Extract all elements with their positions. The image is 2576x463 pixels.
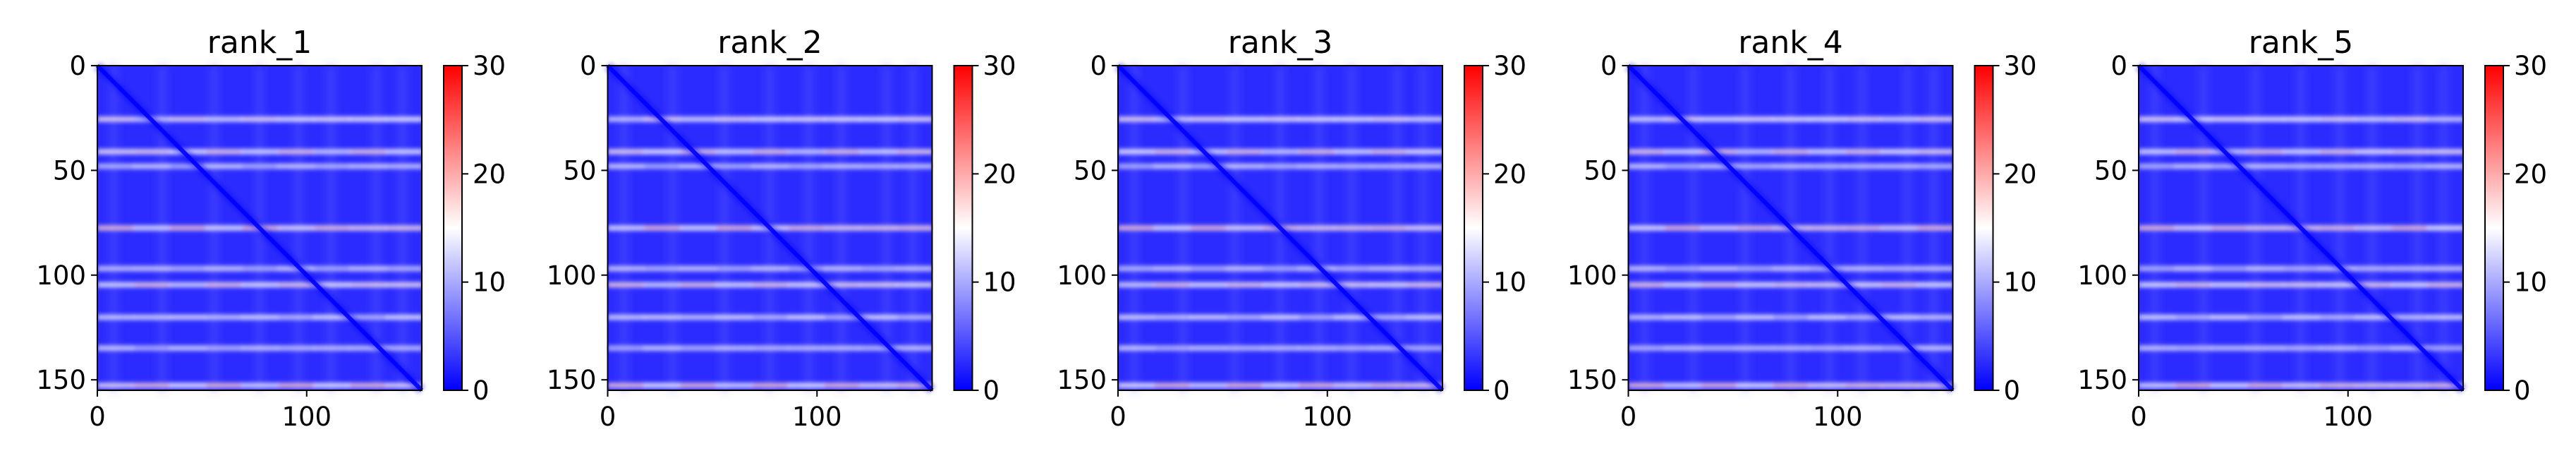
x-tick-label: 0	[600, 402, 616, 432]
colorbar-tick-label: 10	[983, 267, 1016, 298]
y-tick-label: 100	[1567, 260, 1617, 291]
colorbar-tick-label: 10	[1493, 267, 1526, 298]
x-tick-label: 0	[89, 402, 106, 432]
colorbar: 0 10 20 30	[953, 51, 1016, 406]
axes-frame	[97, 65, 423, 391]
colorbar-tick-label: 30	[1493, 51, 1526, 81]
heatmap	[604, 62, 936, 394]
colorbar: 0 10 20 30	[1464, 51, 1526, 406]
axes-frame	[607, 65, 933, 391]
panel-title: rank_3	[1228, 25, 1332, 61]
colorbar: 0 10 20 30	[443, 51, 506, 406]
colorbar-tick-label: 30	[2004, 51, 2037, 81]
y-tick-label: 50	[2094, 155, 2127, 186]
y-tick-label: 150	[547, 365, 597, 395]
colorbar-tick-label: 10	[473, 267, 506, 298]
colorbar-tick-label: 30	[983, 51, 1016, 81]
panel-title: rank_5	[2249, 25, 2353, 61]
x-tick-label: 0	[1620, 402, 1637, 432]
colorbar-tick-label: 20	[2514, 159, 2547, 189]
axes-frame	[1117, 65, 1443, 391]
y-tick-label: 100	[2077, 260, 2127, 291]
y-tick-label: 0	[1600, 51, 1617, 81]
heatmap	[94, 62, 425, 394]
axes-frame	[1627, 65, 1954, 391]
y-tick-label: 150	[36, 365, 86, 395]
y-tick-label: 50	[563, 155, 596, 186]
colorbar-tick-label: 10	[2004, 267, 2037, 298]
panel-title: rank_2	[717, 25, 822, 61]
panel-title: rank_4	[1738, 25, 1842, 61]
x-tick-label: 100	[1813, 402, 1863, 432]
x-tick-label: 100	[1302, 402, 1352, 432]
y-tick-label: 0	[69, 51, 86, 81]
y-tick-label: 150	[1567, 365, 1617, 395]
colorbar-tick-label: 30	[2514, 51, 2547, 81]
colorbar-tick-label: 0	[473, 375, 490, 406]
y-tick-label: 150	[1057, 365, 1107, 395]
colorbar: 0 10 20 30	[1974, 51, 2037, 406]
colorbar-tick-label: 20	[1493, 159, 1526, 189]
heatmap	[2135, 62, 2467, 394]
y-tick-label: 50	[53, 155, 86, 186]
colorbar-tick-label: 0	[2004, 375, 2021, 406]
colorbar-tick-label: 0	[1493, 375, 1510, 406]
x-tick-label: 100	[281, 402, 332, 432]
colorbar-tick-label: 0	[2514, 375, 2531, 406]
x-tick-label: 100	[792, 402, 842, 432]
axes-frame	[2138, 65, 2464, 391]
x-tick-label: 0	[1110, 402, 1126, 432]
colorbar-tick-label: 20	[473, 159, 506, 189]
y-tick-label: 100	[547, 260, 597, 291]
y-tick-label: 100	[36, 260, 86, 291]
y-tick-label: 50	[1074, 155, 1107, 186]
y-tick-label: 0	[2110, 51, 2127, 81]
y-tick-label: 0	[580, 51, 597, 81]
colorbar-tick-label: 0	[983, 375, 1000, 406]
colorbar-tick-label: 20	[983, 159, 1016, 189]
colorbar-tick-label: 20	[2004, 159, 2037, 189]
x-tick-label: 0	[2130, 402, 2147, 432]
y-tick-label: 150	[2077, 365, 2127, 395]
colorbar: 0 10 20 30	[2484, 51, 2547, 406]
heatmap	[1114, 62, 1446, 394]
panel-title: rank_1	[207, 25, 312, 61]
y-tick-label: 0	[1090, 51, 1107, 81]
heatmap	[1624, 62, 1957, 394]
colorbar-tick-label: 10	[2514, 267, 2547, 298]
y-tick-label: 100	[1057, 260, 1107, 291]
colorbar-tick-label: 30	[473, 51, 506, 81]
y-tick-label: 50	[1584, 155, 1617, 186]
x-tick-label: 100	[2323, 402, 2373, 432]
